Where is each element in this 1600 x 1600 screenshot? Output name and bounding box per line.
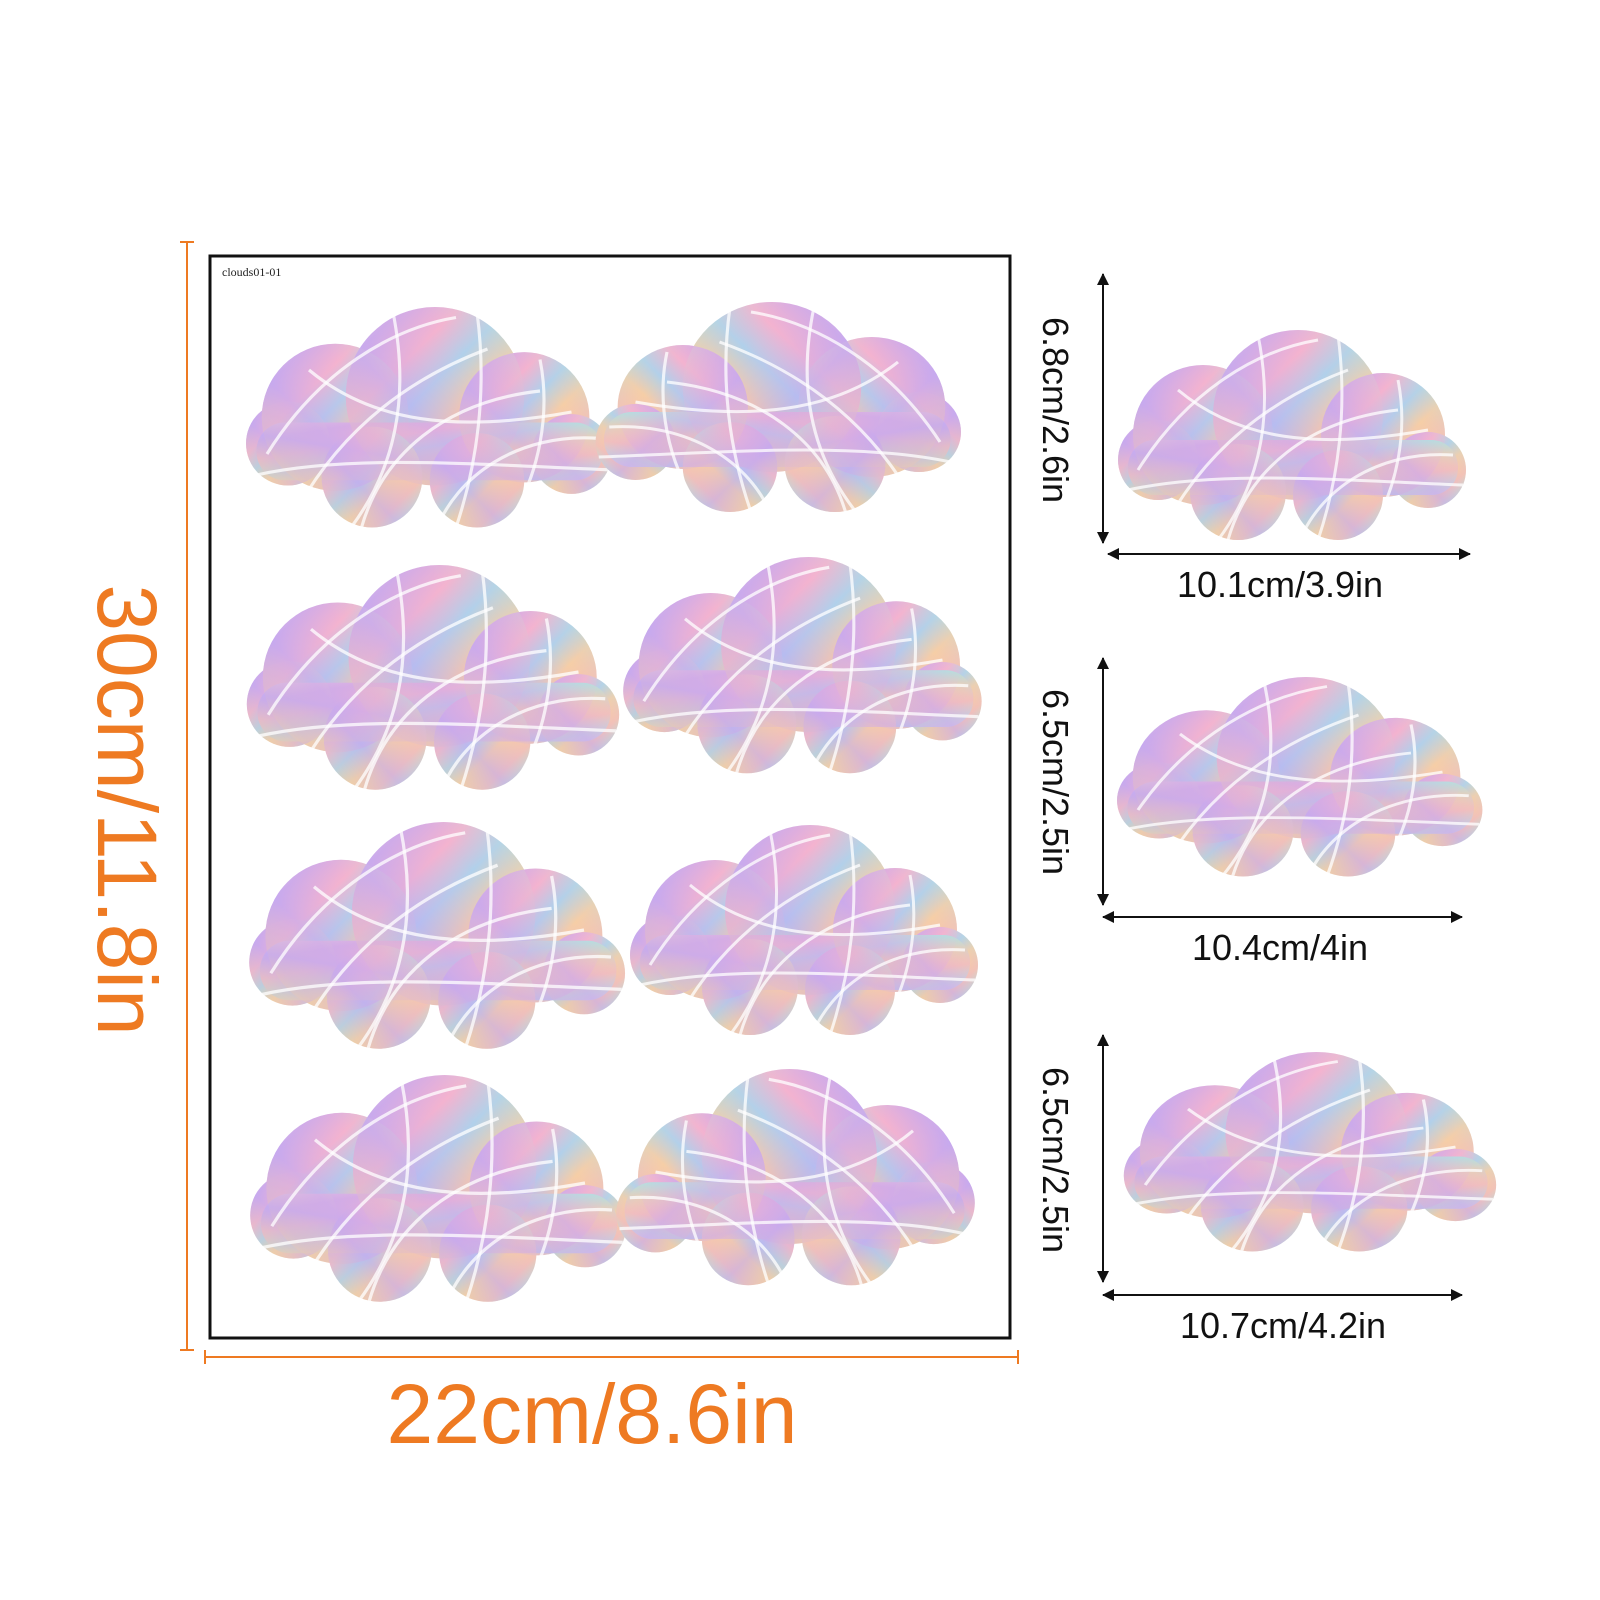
cloud-sample-3 (1124, 1052, 1496, 1256)
size-guide-1: 6.8cm/2.6in 10.1cm/3.9in (1035, 273, 1471, 605)
guide-1-height-label: 6.8cm/2.6in (1035, 317, 1076, 503)
sticker-sheet: clouds01-01 (208, 254, 1012, 1340)
cloud-sample-2 (1117, 677, 1482, 881)
guide-2-height-label: 6.5cm/2.5in (1035, 689, 1076, 875)
sheet-code: clouds01-01 (222, 265, 281, 279)
size-guide-2: 6.5cm/2.5in 10.4cm/4in (1035, 657, 1482, 968)
sheet-height-label: 30cm/11.8in (80, 584, 174, 1035)
guide-3-width-label: 10.7cm/4.2in (1180, 1305, 1386, 1346)
cloud-sample-1 (1118, 330, 1466, 545)
sheet-width-label: 22cm/8.6in (387, 1367, 798, 1461)
guide-2-width-label: 10.4cm/4in (1192, 927, 1368, 968)
size-guide-3: 6.5cm/2.5in 10.7cm/4.2in (1035, 1034, 1496, 1346)
guide-1-width-label: 10.1cm/3.9in (1177, 564, 1383, 605)
guide-3-height-label: 6.5cm/2.5in (1035, 1067, 1076, 1253)
sheet-dimensions: 30cm/11.8in 22cm/8.6in (80, 241, 1019, 1461)
